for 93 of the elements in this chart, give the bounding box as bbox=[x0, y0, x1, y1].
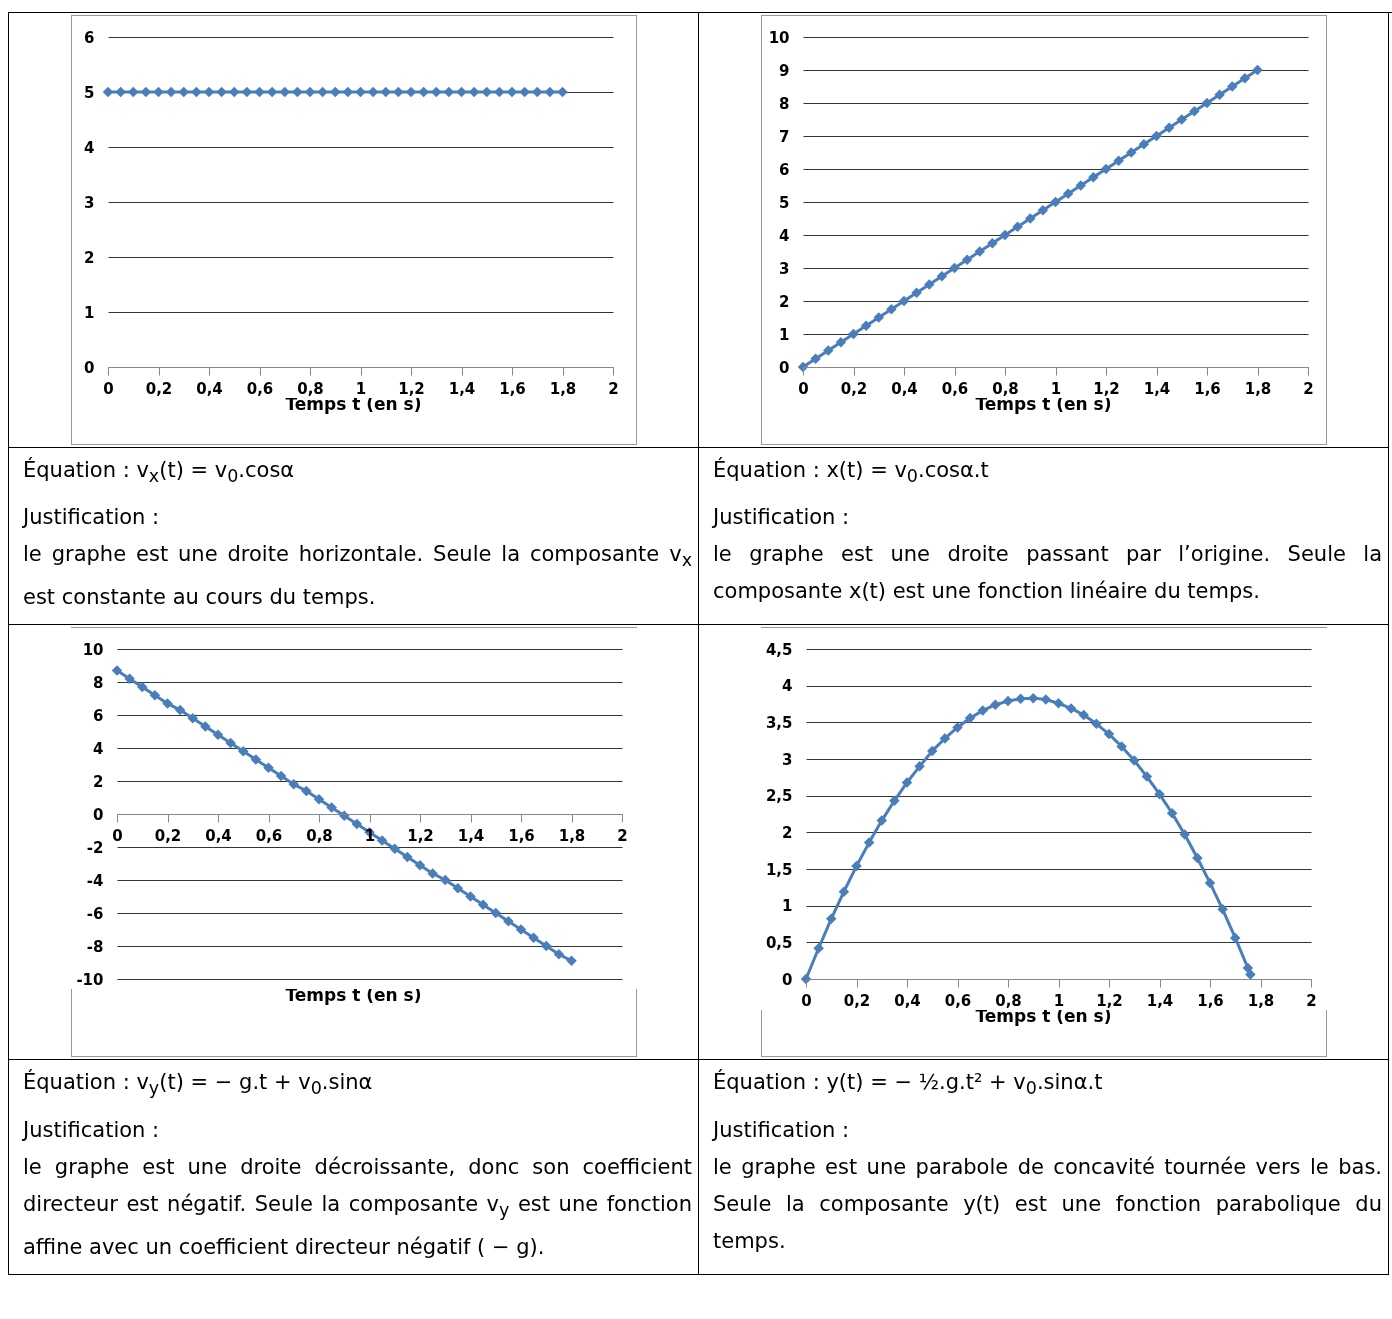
y-tick-label: 2 bbox=[92, 772, 103, 791]
x-tick-label: 0,6 bbox=[246, 379, 274, 398]
y-tick-label: 0 bbox=[92, 805, 103, 824]
y-tick-label: -4 bbox=[86, 871, 103, 890]
x-tick-label: 0,6 bbox=[255, 826, 282, 845]
y-tick-label: 2,5 bbox=[765, 787, 793, 806]
x-tick-label: 0 bbox=[798, 379, 809, 398]
y-tick-label: 10 bbox=[82, 640, 103, 659]
text: Justification : bbox=[23, 1116, 161, 1144]
x-tick-label: 1,4 bbox=[1143, 379, 1171, 398]
x-tick-label: 0,2 bbox=[843, 991, 871, 1010]
x-tick-label: 0,6 bbox=[944, 991, 972, 1010]
x-tick-label: 1,6 bbox=[507, 826, 535, 845]
x-tick-label: 1,4 bbox=[448, 379, 476, 398]
x-tick-label: 2 bbox=[1303, 379, 1314, 398]
y-tick-label: 0 bbox=[782, 970, 793, 989]
y-tick-label: 1,5 bbox=[765, 860, 793, 879]
y-tick-label: 8 bbox=[779, 94, 790, 113]
x-tick-label: 1 bbox=[355, 379, 367, 398]
x-tick-label: 1,8 bbox=[1244, 379, 1272, 398]
y-tick-label: 5 bbox=[84, 83, 95, 102]
y-tick-label: 7 bbox=[779, 127, 790, 146]
y-tick-label: 4 bbox=[779, 226, 790, 245]
y-tick-label: 9 bbox=[779, 61, 790, 80]
text: Justification : bbox=[713, 504, 851, 532]
text: le graphe est une droite horizontale. Seule la composante v$_{x}$ est constante au cours du temps. bbox=[23, 542, 692, 610]
x-tick-label: 1 bbox=[1053, 991, 1065, 1010]
y-tick-label: 0,5 bbox=[765, 934, 793, 953]
x-tick-label: 0,4 bbox=[196, 379, 223, 398]
x-tick-label: 1,4 bbox=[1146, 991, 1174, 1010]
x-tick-label: 1,2 bbox=[398, 379, 425, 398]
text: le graphe est une droite décroissante, donc son coefficient directeur est négatif. Seule la composante v$_{y}$ est une fonction affine avec un coefficient directeur négatif ( − g). bbox=[23, 1153, 692, 1261]
y-tick-label: 0 bbox=[84, 358, 95, 377]
x-tick-label: 0,4 bbox=[891, 379, 918, 398]
y-tick-label: 2 bbox=[779, 292, 790, 311]
text: Équation : y(t) = − ½.g.t² + v$_{0}$.sinα.t bbox=[713, 1068, 1104, 1101]
x-tick-label: 1,2 bbox=[1093, 379, 1120, 398]
x-tick-label: 1,2 bbox=[406, 826, 434, 845]
text: Justification : bbox=[23, 504, 161, 532]
x-tick-label: 0,2 bbox=[154, 826, 181, 845]
text: le graphe est une droite passant par l’origine. Seule la composante x(t) est une fonction linéaire du temps. bbox=[713, 541, 1382, 606]
x-tick-label: 1,6 bbox=[499, 379, 526, 398]
y-tick-label: 4,5 bbox=[765, 640, 793, 659]
x-tick-label: 2 bbox=[608, 379, 619, 398]
text: Équation : v$_{y}$(t) = − g.t + v$_{0}$.sinα bbox=[23, 1068, 374, 1101]
y-tick-label: 4 bbox=[782, 677, 793, 696]
y-tick-label: 3,5 bbox=[765, 714, 793, 733]
x-tick-label: 1,2 bbox=[1096, 991, 1123, 1010]
x-tick-label: 1,8 bbox=[1247, 991, 1275, 1010]
x-tick-label: 0,2 bbox=[145, 379, 173, 398]
x-tick-label: 1,6 bbox=[1194, 379, 1221, 398]
x-tick-label: 2 bbox=[616, 826, 628, 845]
x-tick-label: 1,8 bbox=[549, 379, 577, 398]
y-tick-label: -8 bbox=[86, 937, 103, 956]
x-tick-label: 0,6 bbox=[941, 379, 969, 398]
x-tick-label: 1 bbox=[1050, 379, 1062, 398]
y-tick-label: 6 bbox=[84, 28, 95, 47]
y-tick-label: -10 bbox=[75, 970, 103, 989]
y-tick-label: 3 bbox=[84, 193, 95, 212]
y-tick-label: 10 bbox=[768, 28, 790, 47]
x-tick-label: 1,8 bbox=[558, 826, 585, 845]
y-tick-label: 1 bbox=[84, 303, 95, 322]
x-tick-label: 0,8 bbox=[297, 379, 324, 398]
text: Équation : x(t) = v$_{0}$.cosα.t bbox=[713, 456, 990, 489]
y-tick-label: 5 bbox=[779, 193, 790, 212]
x-tick-label: 2 bbox=[1306, 991, 1317, 1010]
x-tick-label: 0,8 bbox=[995, 991, 1022, 1010]
y-tick-label: 6 bbox=[779, 160, 790, 179]
y-tick-label: 1 bbox=[779, 325, 790, 344]
y-tick-label: 3 bbox=[779, 259, 790, 278]
text: Justification : bbox=[713, 1116, 851, 1144]
x-tick-label: 1,4 bbox=[457, 826, 484, 845]
y-tick-label: 8 bbox=[92, 673, 103, 692]
y-tick-label: 6 bbox=[92, 706, 103, 725]
x-tick-label: 0,8 bbox=[305, 826, 333, 845]
y-tick-label: 1 bbox=[782, 897, 793, 916]
x-tick-label: 1 bbox=[364, 826, 375, 845]
x-tick-label: 0,2 bbox=[840, 379, 868, 398]
x-tick-label: 0,4 bbox=[204, 826, 232, 845]
y-tick-label: 4 bbox=[84, 138, 95, 157]
y-tick-label: 0 bbox=[779, 358, 790, 377]
y-tick-label: 2 bbox=[84, 248, 95, 267]
y-tick-label: -6 bbox=[86, 904, 103, 923]
x-tick-label: 1,6 bbox=[1197, 991, 1224, 1010]
x-tick-label: 0,8 bbox=[992, 379, 1019, 398]
y-tick-label: -2 bbox=[86, 838, 103, 857]
text: le graphe est une parabole de concavité tournée vers le bas. Seule la composante y(t) est une fonction parabolique du temps. bbox=[713, 1153, 1382, 1255]
x-tick-label: 0 bbox=[801, 991, 812, 1010]
x-tick-label: 0 bbox=[111, 826, 123, 845]
y-tick-label: 4 bbox=[92, 739, 103, 758]
y-tick-label: 3 bbox=[782, 750, 793, 769]
x-tick-label: 0,4 bbox=[894, 991, 921, 1010]
text: Équation : v$_{x}$(t) = v$_{0}$.cosα bbox=[23, 456, 296, 489]
